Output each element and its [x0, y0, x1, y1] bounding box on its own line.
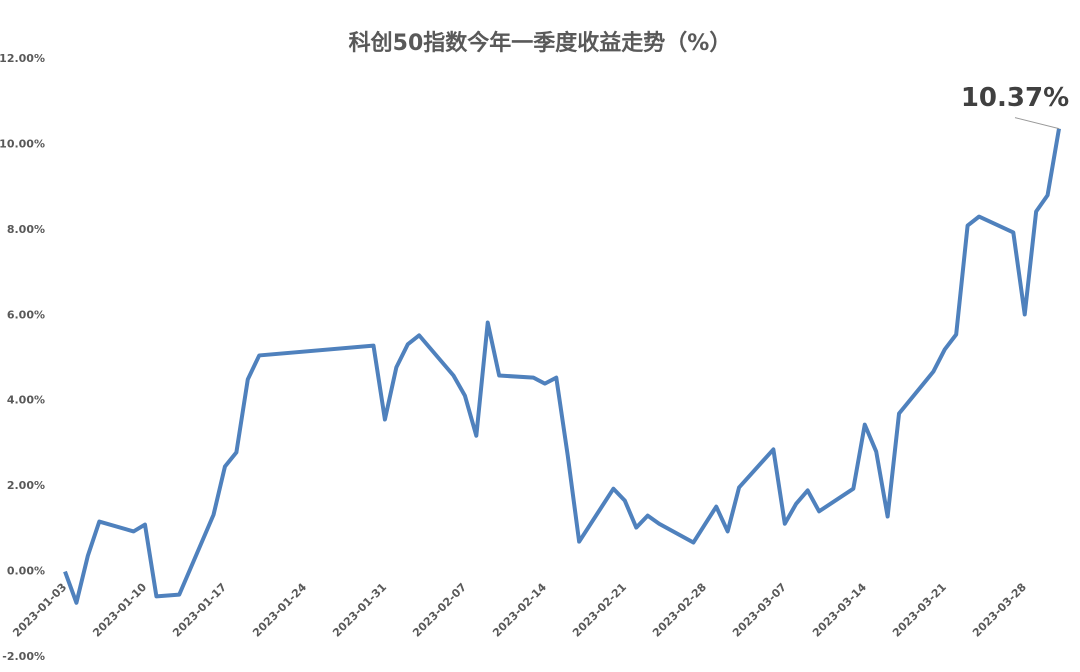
y-tick-label: 6.00% — [7, 308, 45, 321]
x-tick-label: 2023-02-07 — [410, 581, 469, 640]
y-tick-label: 12.00% — [0, 52, 45, 65]
x-tick-label: 2023-02-28 — [650, 581, 709, 640]
x-tick-label: 2023-03-28 — [970, 581, 1029, 640]
x-tick-label: 2023-02-21 — [570, 581, 629, 640]
x-tick-label: 2023-01-10 — [90, 580, 149, 639]
y-tick-label: 2.00% — [7, 479, 45, 492]
x-tick-label: 2023-01-17 — [170, 581, 229, 640]
x-tick-label: 2023-02-14 — [490, 580, 549, 639]
y-tick-label: 4.00% — [7, 394, 45, 407]
x-tick-label: 2023-03-14 — [810, 580, 869, 639]
x-tick-label: 2023-03-21 — [890, 581, 949, 640]
x-tick-label: 2023-01-24 — [250, 580, 309, 639]
data-line — [63, 128, 1061, 605]
chart-title: 科创50指数今年一季度收益走势（%） — [349, 30, 732, 56]
x-tick-label: 2023-01-31 — [330, 581, 389, 640]
y-tick-label: 10.00% — [0, 137, 45, 150]
leader-line — [1014, 117, 1060, 130]
y-tick-label: 8.00% — [7, 223, 45, 236]
x-tick-label: 2023-01-03 — [10, 581, 69, 640]
y-tick-label: -2.00% — [2, 650, 45, 663]
value-label: 10.37% — [961, 83, 1069, 113]
x-tick-label: 2023-03-07 — [730, 581, 789, 640]
y-tick-label: 0.00% — [7, 565, 45, 578]
